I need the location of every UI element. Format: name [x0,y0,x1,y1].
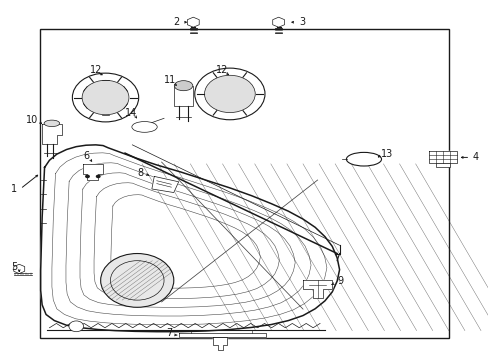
Polygon shape [428,151,456,163]
Bar [40,30,448,338]
Ellipse shape [44,120,60,127]
Text: 13: 13 [381,149,393,159]
Text: 7: 7 [165,328,172,338]
Circle shape [96,175,101,178]
Polygon shape [178,333,266,337]
Polygon shape [212,337,227,350]
Text: 14: 14 [125,108,137,118]
Text: 10: 10 [26,115,39,125]
Text: 4: 4 [472,152,478,162]
Polygon shape [152,176,178,193]
Ellipse shape [132,122,157,132]
Circle shape [101,253,173,307]
Text: 1: 1 [11,184,18,194]
Bar [435,163,449,167]
Bar [174,86,192,107]
Circle shape [194,68,264,120]
Polygon shape [82,164,103,180]
Polygon shape [41,145,339,332]
Circle shape [85,175,90,178]
Text: 9: 9 [337,276,343,287]
Text: 8: 8 [137,168,143,178]
Text: 3: 3 [298,17,305,27]
Circle shape [72,73,139,122]
Text: 6: 6 [83,150,89,161]
Text: 11: 11 [164,75,176,85]
Ellipse shape [174,81,192,91]
Text: 12: 12 [216,64,228,75]
Circle shape [204,75,255,113]
Ellipse shape [346,152,381,166]
Circle shape [82,80,129,115]
Text: 2: 2 [173,17,179,27]
Text: 5: 5 [11,262,18,272]
Text: 12: 12 [89,65,102,75]
Circle shape [69,321,83,332]
Polygon shape [303,280,331,298]
Polygon shape [42,125,61,144]
